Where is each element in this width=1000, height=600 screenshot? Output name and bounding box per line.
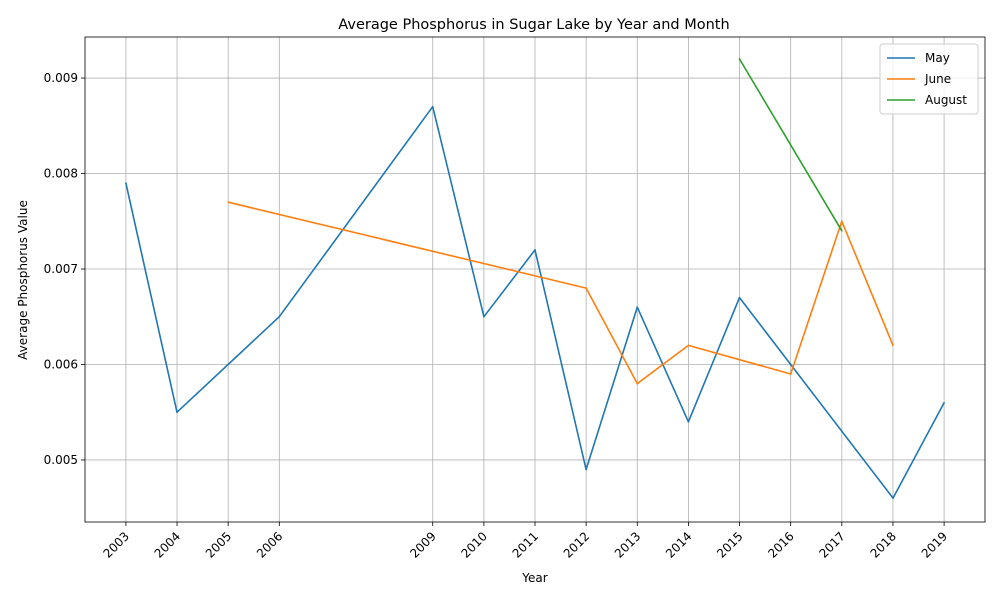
chart-title: Average Phosphorus in Sugar Lake by Year… — [338, 17, 729, 33]
data-point-june — [687, 344, 690, 347]
y-tick-label: 0.009 — [44, 71, 78, 85]
data-point-may — [789, 363, 792, 366]
series-line-august — [738, 58, 843, 232]
data-point-august — [841, 230, 843, 232]
data-point-june — [585, 287, 587, 289]
legend: May June August — [879, 43, 979, 115]
data-point-may — [278, 315, 281, 318]
data-point-may — [534, 249, 536, 251]
y-tick-label: 0.006 — [44, 357, 78, 371]
data-point-june — [892, 344, 894, 347]
data-point-may — [687, 420, 690, 423]
series-layer — [125, 58, 945, 499]
data-point-june — [227, 201, 229, 203]
grid — [85, 37, 985, 522]
y-tick-label: 0.008 — [44, 167, 78, 181]
data-point-may — [738, 296, 741, 299]
y-tick-label: 0.005 — [44, 453, 78, 467]
legend-label-may: May — [925, 51, 950, 65]
legend-label-june: June — [924, 72, 951, 86]
y-axis-label: Average Phosphorus Value — [16, 200, 30, 360]
data-point-may — [636, 306, 639, 308]
data-point-may — [483, 315, 485, 318]
legend-label-august: August — [925, 93, 967, 107]
data-point-may — [585, 468, 587, 471]
data-point-june — [789, 373, 792, 375]
data-point-may — [943, 401, 945, 404]
y-tick-label: 0.007 — [44, 262, 78, 276]
data-point-june — [636, 382, 639, 385]
legend-box — [879, 43, 979, 115]
data-point-may — [431, 105, 434, 108]
data-point-may — [892, 497, 894, 499]
data-point-august — [738, 58, 741, 60]
data-point-june — [841, 220, 843, 223]
y-axis: 0.005 0.006 0.007 0.008 0.009 — [44, 71, 85, 467]
data-point-may — [125, 182, 127, 184]
data-point-may — [176, 411, 178, 414]
x-axis-label: Year — [521, 571, 547, 585]
